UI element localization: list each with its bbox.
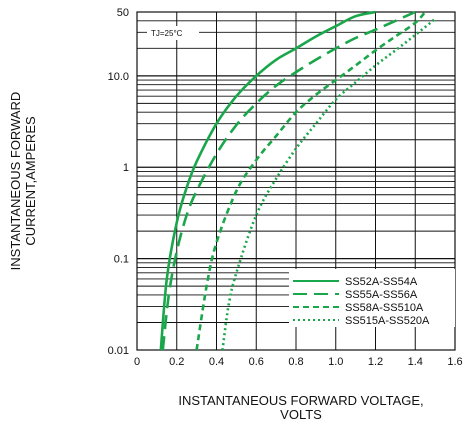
series-line-3 xyxy=(195,11,427,351)
x-tick-label: 1.4 xyxy=(408,356,423,368)
plot-frame xyxy=(136,11,456,351)
legend-label: SS515A-SS520A xyxy=(345,315,430,327)
series-line-2 xyxy=(161,10,416,351)
x-tick-label: 1.2 xyxy=(368,356,383,368)
legend: SS52A-SS54ASS55A-SS56ASS58A-SS510ASS515A… xyxy=(289,269,455,327)
x-tick-labels: 0 0.2 0.4 0.6 0.8 1.0 1.2 1.4 1.6 xyxy=(134,356,463,368)
x-tick-label: 0 xyxy=(134,356,140,368)
x-tick-label: 0.8 xyxy=(288,356,303,368)
x-tick-label: 1.0 xyxy=(328,356,343,368)
temperature-annotation: TJ=25°C xyxy=(147,26,199,40)
y-tick-label: 0.1 xyxy=(114,254,129,266)
series-layer xyxy=(159,10,436,351)
legend-label: SS58A-SS510A xyxy=(345,302,424,314)
y-axis-title-line-1: INSTANTANEOUS FORWARD xyxy=(8,92,23,271)
y-tick-label: 10.0 xyxy=(108,71,129,83)
x-tick-label: 0.6 xyxy=(249,356,264,368)
x-axis-title-line-2: VOLTS xyxy=(280,407,322,422)
legend-label: SS52A-SS54A xyxy=(345,276,418,288)
x-tick-label: 0.2 xyxy=(169,356,184,368)
x-tick-label: 0.4 xyxy=(209,356,224,368)
temperature-annotation-text: TJ=25°C xyxy=(151,29,183,38)
y-tick-label: 0.01 xyxy=(108,345,129,357)
series-line-1 xyxy=(159,10,376,351)
x-axis-title-line-1: INSTANTANEOUS FORWARD VOLTAGE, xyxy=(178,393,423,408)
y-tick-labels: 0.01 0.1 1 10.0 50 xyxy=(108,7,129,357)
x-tick-label: 1.6 xyxy=(447,356,462,368)
legend-label: SS55A-SS56A xyxy=(345,289,418,301)
y-tick-label: 50 xyxy=(117,7,129,19)
legend-background xyxy=(289,269,455,327)
y-tick-label: 1 xyxy=(123,162,129,174)
y-axis-title-line-2: CURRENT,AMPERES xyxy=(23,116,38,246)
